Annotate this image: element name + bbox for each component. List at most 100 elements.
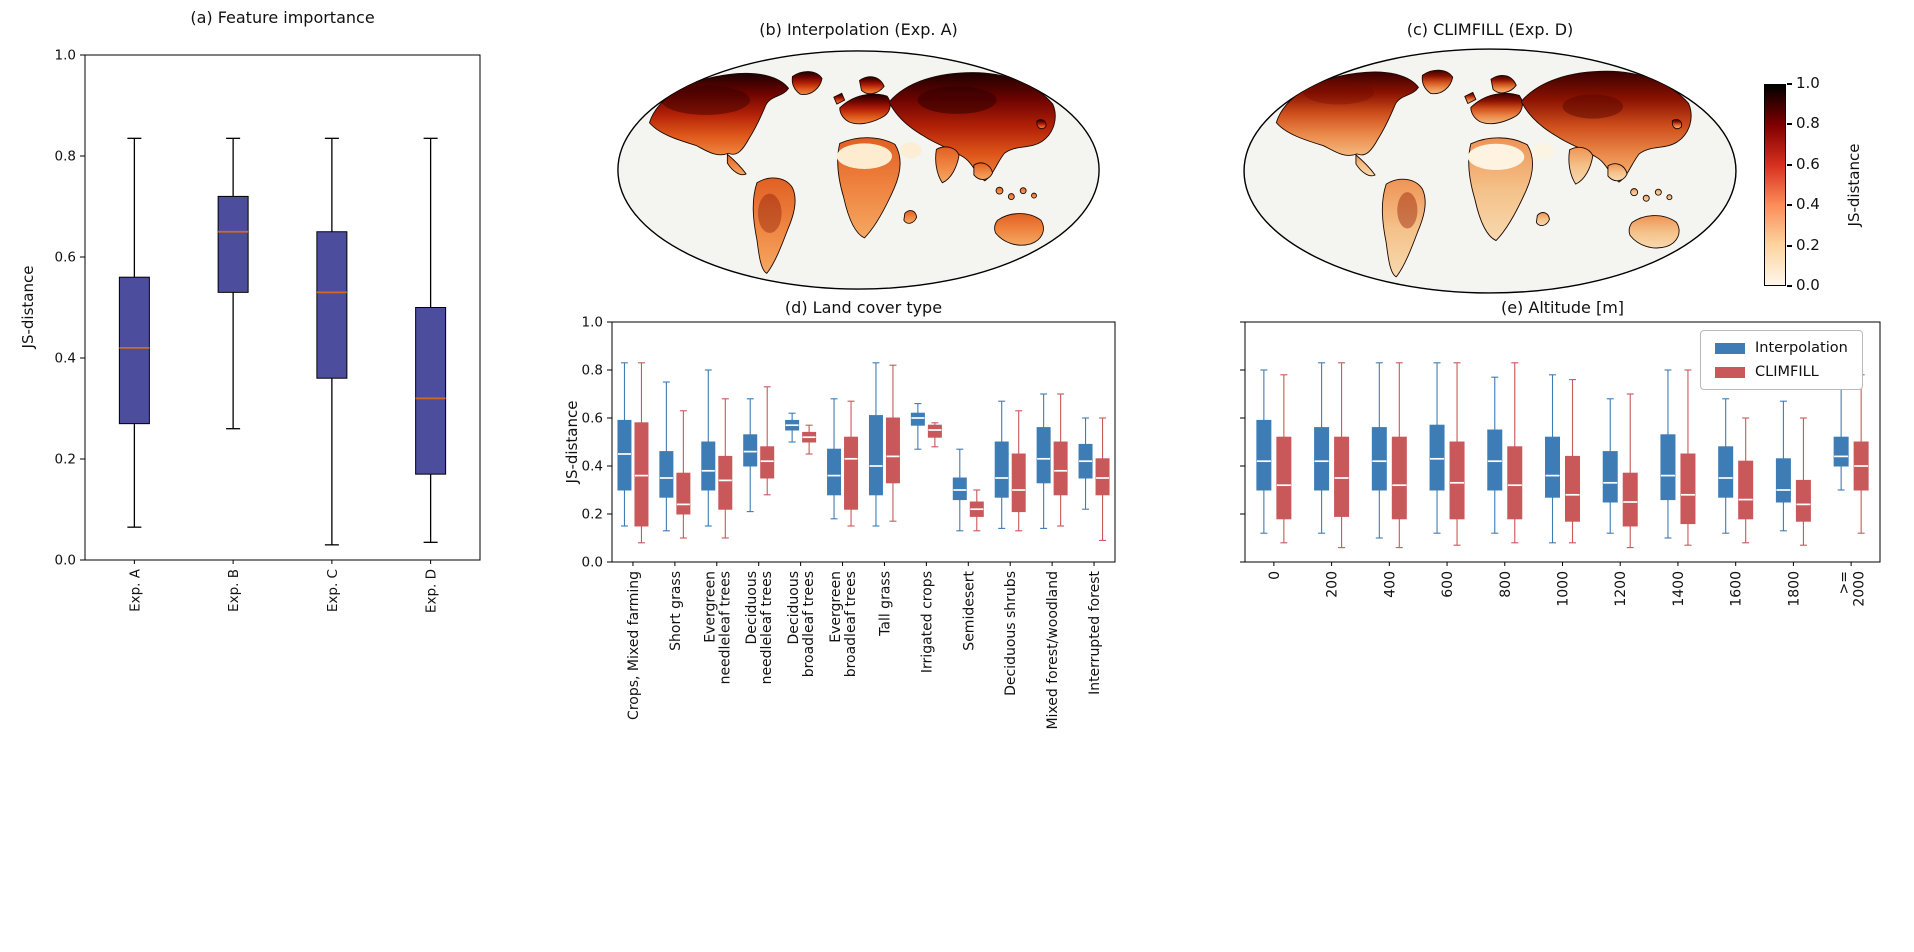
svg-text:Semidesert: Semidesert (961, 570, 977, 650)
legend: Interpolation CLIMFILL (1700, 330, 1863, 390)
x-tick-label: Exp. B (226, 569, 242, 612)
svg-text:1200: 1200 (1613, 571, 1629, 607)
svg-text:Irrigated crops: Irrigated crops (919, 571, 935, 673)
svg-text:1.0: 1.0 (55, 48, 76, 64)
svg-text:Deciduous: Deciduous (786, 571, 802, 644)
svg-text:1400: 1400 (1671, 571, 1687, 607)
world-map (1243, 48, 1737, 294)
svg-text:Tall grass: Tall grass (877, 571, 893, 637)
panel-e: 0 200 400 600 800 1000 1200 1400 1600 1800 >= 2000 (1240, 321, 1881, 607)
panel-a-title: (a) Feature importance (190, 8, 375, 27)
svg-text:0.0: 0.0 (582, 555, 603, 571)
colorbar (1764, 84, 1786, 286)
svg-text:>=: >= (1837, 571, 1853, 594)
panel-b-title: (b) Interpolation (Exp. A) (759, 20, 958, 39)
legend-swatch-climfill (1715, 366, 1745, 378)
colorbar-tick-mark (1787, 204, 1792, 207)
x-tick-label: Deciduous needleleaf trees (744, 571, 775, 684)
map-climfill (1238, 44, 1742, 298)
legend-swatch-interpolation (1715, 342, 1745, 354)
x-tick-label: 1600 (1729, 571, 1745, 607)
x-tick-label: 1400 (1671, 571, 1687, 607)
panel-a-ylabel: JS-distance (19, 265, 37, 349)
svg-text:0.2: 0.2 (582, 507, 603, 523)
series-js-distance (118, 137, 447, 546)
legend-item-interpolation: Interpolation (1715, 340, 1848, 356)
svg-text:1000: 1000 (1556, 571, 1572, 607)
svg-text:Crops, Mixed farming: Crops, Mixed farming (626, 571, 642, 720)
svg-text:Interrupted forest: Interrupted forest (1087, 571, 1103, 695)
svg-text:Mixed forest/woodland: Mixed forest/woodland (1045, 571, 1061, 730)
svg-text:Deciduous shrubs: Deciduous shrubs (1003, 571, 1019, 696)
svg-text:needleleaf trees: needleleaf trees (717, 571, 733, 684)
world-map (617, 50, 1100, 290)
svg-text:Exp. A: Exp. A (127, 568, 143, 612)
series-interpolation (1256, 362, 1849, 544)
x-tick-label: >= 2000 (1837, 571, 1868, 607)
x-tick-label: Exp. A (127, 568, 143, 612)
x-tick-label: Exp. C (325, 569, 341, 612)
svg-text:1800: 1800 (1786, 571, 1802, 607)
panel-c-title: (c) CLIMFILL (Exp. D) (1406, 20, 1574, 39)
x-tick-label: 1800 (1786, 571, 1802, 607)
svg-text:broadleaf trees: broadleaf trees (801, 571, 817, 677)
series-interpolation (617, 362, 1093, 532)
svg-text:800: 800 (1498, 571, 1514, 598)
legend-label-climfill: CLIMFILL (1755, 364, 1819, 380)
svg-text:Exp. B: Exp. B (226, 569, 242, 612)
svg-text:0.8: 0.8 (582, 363, 603, 379)
svg-text:2000: 2000 (1852, 571, 1868, 607)
colorbar-tick-mark (1787, 244, 1792, 247)
svg-text:0.6: 0.6 (582, 411, 603, 427)
x-tick-label: Tall grass (877, 571, 893, 637)
svg-text:Short grass: Short grass (668, 571, 684, 651)
x-tick-label: 600 (1440, 571, 1456, 598)
map-interpolation (612, 46, 1105, 294)
x-tick-label: Deciduous broadleaf trees (786, 571, 817, 677)
svg-text:600: 600 (1440, 571, 1456, 598)
colorbar-tick-mark (1787, 123, 1792, 126)
legend-item-climfill: CLIMFILL (1715, 364, 1848, 380)
colorbar-tick-mark (1787, 285, 1792, 287)
colorbar-tick-mark (1787, 163, 1792, 166)
svg-text:0.6: 0.6 (55, 250, 76, 266)
legend-label-interpolation: Interpolation (1755, 340, 1848, 356)
svg-text:0.8: 0.8 (55, 149, 76, 165)
colorbar-label: JS-distance (1845, 143, 1863, 227)
svg-text:Evergreen: Evergreen (828, 571, 844, 643)
svg-text:Exp. D: Exp. D (424, 569, 440, 613)
panel-e-title: (e) Altitude [m] (1500, 298, 1625, 317)
x-tick-label: Semidesert (961, 570, 977, 650)
svg-text:1600: 1600 (1729, 571, 1745, 607)
x-tick-label: Interrupted forest (1087, 571, 1103, 695)
svg-text:Exp. C: Exp. C (325, 569, 341, 612)
x-tick-label: Evergreen needleleaf trees (702, 571, 733, 684)
x-tick-label: Irrigated crops (919, 571, 935, 673)
x-tick-label: Short grass (668, 571, 684, 651)
svg-text:400: 400 (1382, 571, 1398, 598)
colorbar-tick-label: 0.2 (1796, 235, 1820, 254)
panel-d: 0.0 0.2 0.4 0.6 0.8 1.0 Crops, Mixed farming Sh… (582, 315, 1116, 730)
x-tick-label: Deciduous shrubs (1003, 571, 1019, 696)
series-climfill (1276, 362, 1869, 549)
series-climfill (634, 362, 1110, 544)
panel-d-ylabel: JS-distance (563, 400, 581, 484)
svg-text:Deciduous: Deciduous (744, 571, 760, 644)
svg-text:0: 0 (1267, 571, 1283, 580)
svg-text:broadleaf trees: broadleaf trees (843, 571, 859, 677)
x-tick-label: Crops, Mixed farming (626, 571, 642, 720)
svg-text:0.0: 0.0 (55, 553, 76, 569)
colorbar-tick-mark (1787, 83, 1792, 85)
x-tick-label: 0 (1267, 571, 1283, 580)
x-tick-label: 1200 (1613, 571, 1629, 607)
panel-a: 0.0 0.2 0.4 0.6 0.8 1.0 Exp. A Exp. B Exp. C Exp.… (55, 48, 481, 613)
x-tick-label: Exp. D (424, 569, 440, 613)
x-tick-label: 800 (1498, 571, 1514, 598)
svg-text:0.4: 0.4 (582, 459, 603, 475)
x-tick-label: 400 (1382, 571, 1398, 598)
colorbar-tick-label: 0.0 (1796, 276, 1820, 294)
svg-text:Evergreen: Evergreen (702, 571, 718, 643)
x-tick-label: 200 (1325, 571, 1341, 598)
